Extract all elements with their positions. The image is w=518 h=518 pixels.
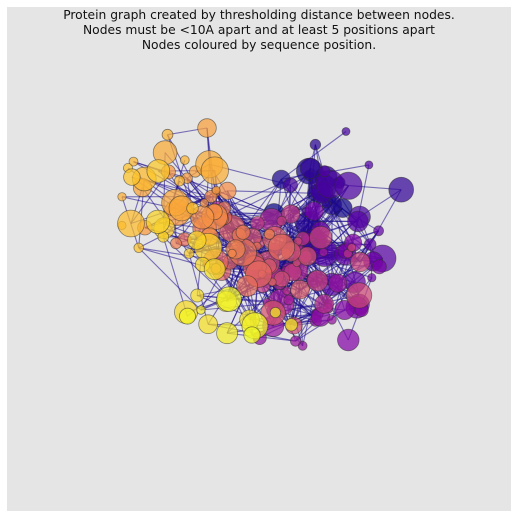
graph-node	[146, 159, 171, 183]
graph-node	[276, 215, 287, 226]
graph-node	[284, 318, 298, 332]
graph-node	[216, 322, 239, 345]
graph-node	[117, 209, 145, 238]
graph-node	[263, 228, 275, 240]
graph-node	[180, 155, 190, 165]
graph-node	[198, 314, 218, 335]
graph-node	[371, 259, 387, 275]
graph-node	[309, 138, 322, 151]
graph-node	[318, 247, 328, 257]
chart-title: Protein graph created by thresholding di…	[0, 8, 518, 53]
graph-node	[341, 127, 351, 136]
graph-node	[282, 177, 298, 193]
graph-node	[267, 233, 296, 261]
graph-node	[170, 237, 182, 250]
graph-node	[183, 248, 195, 259]
graph-node	[161, 128, 174, 141]
graph-node	[309, 225, 333, 249]
graph-node	[364, 160, 374, 170]
graph-node	[216, 286, 242, 312]
graph-node	[388, 176, 415, 203]
graph-node	[145, 209, 170, 234]
graph-node	[128, 156, 139, 167]
graph-node	[314, 294, 334, 314]
title-line-1: Protein graph created by thresholding di…	[63, 8, 455, 22]
graph-node	[235, 224, 251, 240]
graph-node	[347, 210, 369, 233]
graph-node	[373, 225, 385, 237]
graph-node	[199, 198, 209, 208]
graph-node	[203, 258, 226, 281]
graph-node	[290, 279, 310, 300]
graph-node	[133, 242, 144, 254]
graph-node	[273, 270, 291, 288]
graph-node	[299, 157, 321, 179]
graph-node	[283, 294, 295, 306]
graph-node	[269, 306, 281, 319]
graph-node	[211, 185, 221, 195]
graph-node	[190, 288, 205, 303]
graph-node	[350, 251, 371, 273]
graph-node	[327, 314, 337, 325]
title-line-2: Nodes must be <10A apart and at least 5 …	[82, 23, 435, 37]
graph-edge	[223, 170, 310, 209]
node-layer	[117, 118, 415, 352]
graph-node	[117, 192, 127, 202]
graph-node	[227, 248, 237, 258]
graph-node	[306, 270, 329, 292]
graph-node	[196, 305, 206, 315]
graph-node	[363, 238, 377, 251]
graph-node	[243, 326, 261, 344]
graph-node	[334, 171, 363, 200]
graph-node	[334, 299, 355, 320]
graph-node	[345, 282, 373, 309]
graph-node	[367, 273, 377, 283]
graph-node	[200, 156, 229, 185]
graph-node	[186, 201, 199, 215]
graph-node	[318, 165, 331, 178]
graph-node	[282, 286, 292, 296]
graph-edge	[280, 131, 347, 180]
graph-node	[197, 118, 217, 138]
graph-node	[289, 335, 302, 347]
graph-node	[328, 273, 348, 293]
graph-node	[123, 168, 141, 186]
graph-node	[179, 307, 196, 325]
graph-node	[187, 230, 207, 250]
title-line-3: Nodes coloured by sequence position.	[141, 38, 377, 52]
graph-node	[337, 328, 360, 352]
graph-node	[347, 243, 357, 253]
graph-edge	[138, 247, 202, 311]
graph-node	[304, 201, 324, 221]
graph-node	[218, 181, 237, 200]
graph-node	[173, 175, 185, 187]
graph-node	[236, 275, 259, 298]
